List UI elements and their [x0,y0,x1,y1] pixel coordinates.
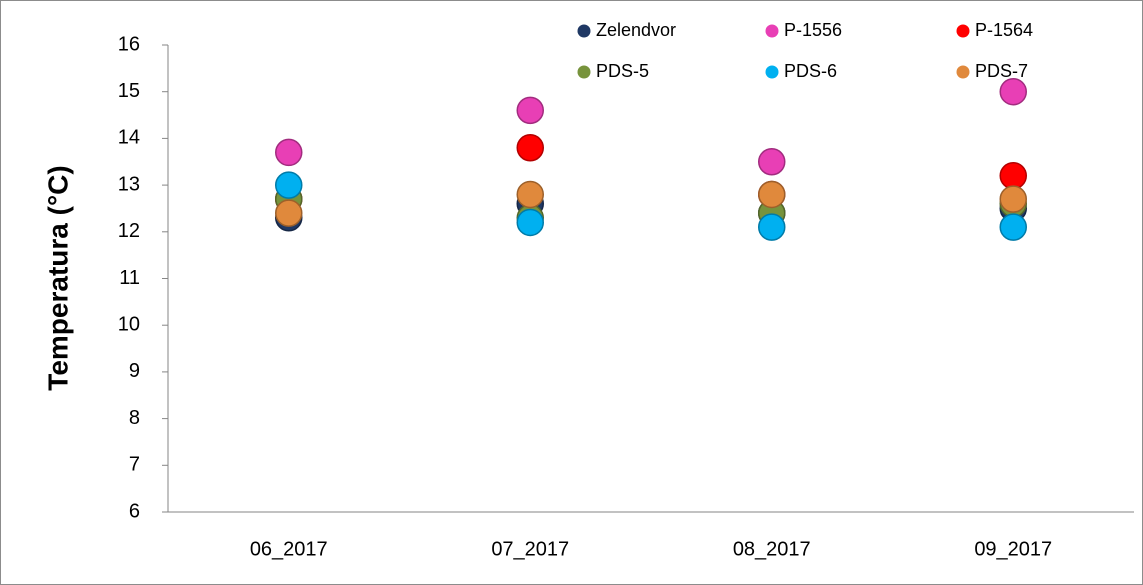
legend-marker [956,65,970,79]
dot [275,171,303,199]
y-tick-label: 14 [118,127,140,149]
x-tick-label: 08_2017 [733,538,811,560]
y-tick-label: 9 [129,360,140,382]
dot [999,213,1027,241]
legend-marker [956,24,970,38]
x-tick-label: 06_2017 [250,538,328,560]
x-tick-label: 09_2017 [974,538,1052,560]
dot [516,96,544,125]
y-tick-label: 11 [119,267,140,289]
dot [999,77,1027,106]
y-tick-label: 15 [118,80,140,102]
legend-label: PDS-5 [596,61,649,81]
dot [758,180,786,209]
legend-label: PDS-6 [784,61,837,81]
dot [516,133,544,162]
y-tick-label: 10 [118,313,140,335]
legend-marker [577,65,591,79]
dot [999,162,1027,190]
dot [999,185,1027,213]
y-tick-label: 13 [118,173,140,195]
x-tick-label: 07_2017 [491,538,569,560]
y-tick-label: 7 [129,454,140,476]
legend-marker [577,24,591,38]
y-axis-label: Temperatura (°C) [42,165,73,390]
dot [758,213,786,241]
legend-label: P-1564 [975,20,1033,40]
y-tick-label: 16 [118,33,140,55]
dot [516,208,544,237]
legend-label: Zelendvor [596,20,676,40]
legend-marker [765,65,779,79]
dot [516,180,544,209]
y-tick-label: 8 [129,407,140,429]
y-tick-label: 6 [129,500,140,522]
dot [758,148,786,176]
dot [275,199,303,227]
legend-label: PDS-7 [975,61,1028,81]
y-tick-label: 12 [118,220,140,242]
legend-marker [765,24,779,38]
legend-label: P-1556 [784,20,842,40]
dot [275,138,303,167]
